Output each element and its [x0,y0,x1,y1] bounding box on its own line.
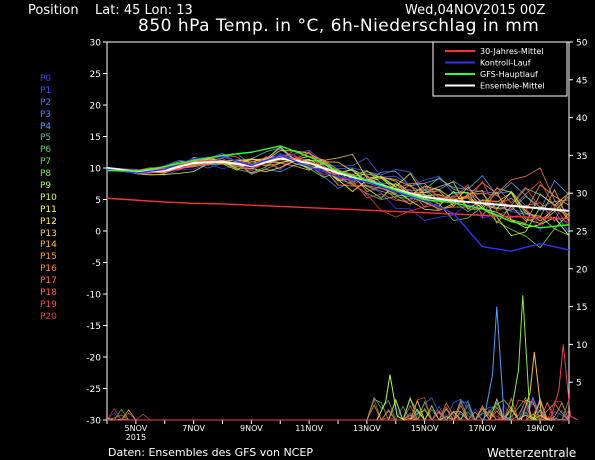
member-label: P8 [40,169,52,180]
x-tick-label: 19NOV [526,424,554,433]
chart-title: 850 hPa Temp. in °C, 6h-Niederschlag in … [138,16,540,36]
left-tick-label: 10 [90,165,102,175]
member-temp-line [106,155,570,219]
precip-peak [376,374,405,421]
member-label: P10 [40,192,57,203]
precip-peak [483,306,512,421]
left-tick-label: 15 [90,133,101,143]
left-tick-label: 5 [95,196,101,206]
x-tick-label: 5NOV [125,424,148,433]
right-tick-label: 5 [576,379,582,389]
x-tick-label: 17NOV [468,424,496,433]
run-time-label: Wed,04NOV2015 00Z [405,3,546,18]
left-tick-label: -30 [86,417,101,427]
member-label: P11 [40,204,57,215]
member-label: P1 [40,85,52,96]
left-tick-label: -10 [86,291,101,301]
legend-label: Kontroll-Lauf [480,59,531,68]
right-tick-label: 40 [576,114,588,124]
x-tick-label: 9NOV [240,424,263,433]
legend-label: 30-Jahres-Mittel [480,47,543,56]
right-tick-label: 20 [576,265,588,275]
legend-label: Ensemble-Mittel [480,82,545,91]
member-list: P0 P1 P2 P3 P4 P5 P6 P7 P8 P9 P10 P11 P12 P13 P14 P15 P1… [40,74,57,324]
left-tick-label: 25 [90,70,101,80]
member-label: P14 [40,240,57,251]
member-temp-line [106,149,570,223]
member-label: P15 [40,252,57,263]
member-label: P7 [40,157,52,168]
member-label: P19 [40,299,57,310]
member-label: P0 [40,74,52,84]
left-tick-label: 0 [95,228,101,238]
member-label: P20 [40,311,57,322]
member-precip-line [106,397,570,421]
x-tick-label: 13NOV [353,424,381,433]
precip-peak [520,351,550,421]
plot-frame [106,41,570,421]
left-tick-label: -25 [86,385,101,395]
x-tick-label: 11NOV [295,424,323,433]
right-tick-label: 50 [576,39,588,49]
x-tick-sublabel: 2015 [126,433,146,442]
x-tick-label: 7NOV [182,424,205,433]
right-tick-label: 10 [576,341,588,351]
member-temp-line [106,155,570,237]
x-tick-label: 15NOV [411,424,439,433]
position-label: Position [28,3,79,18]
left-tick-label: 30 [90,39,102,49]
left-tick-label: -5 [92,259,101,269]
right-tick-label: 45 [576,76,587,86]
precip-peak [549,344,578,421]
member-label: P16 [40,264,57,275]
brand-label: Wetterzentrale [487,446,577,460]
member-label: P3 [40,109,52,120]
right-tick-label: 15 [576,303,587,313]
left-tick-label: 20 [90,102,102,112]
right-tick-label: 30 [576,190,588,200]
member-label: P12 [40,216,57,227]
member-label: P5 [40,133,52,144]
member-label: P13 [40,228,57,239]
member-temp-line [106,152,570,222]
member-label: P2 [40,97,52,108]
member-label: P17 [40,276,57,287]
member-precip-line [107,396,569,421]
source-note: Daten: Ensembles des GFS von NCEP [108,446,313,459]
member-label: P9 [40,181,52,192]
member-label: P4 [40,121,52,132]
series-line-gfs-hauptlauf [106,145,570,229]
right-tick-label: 35 [576,152,587,162]
precip-peak [509,295,538,421]
lat-lon-label: Lat: 45 Lon: 13 [95,3,193,18]
left-tick-label: -15 [86,322,101,332]
legend-label: GFS-Hauptlauf [480,70,538,79]
series-line-ensemble-mittel [106,157,570,212]
member-label: P6 [40,145,52,156]
member-label: P18 [40,288,57,299]
series-line-30-jahres-mittel [106,197,570,220]
left-tick-label: -20 [86,354,101,364]
right-tick-label: 25 [576,228,587,238]
